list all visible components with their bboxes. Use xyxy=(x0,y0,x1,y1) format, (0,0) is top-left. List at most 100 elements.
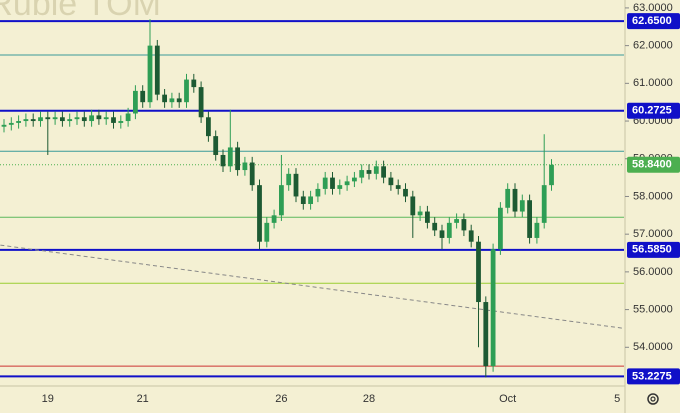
candle-body xyxy=(395,185,401,189)
x-tick-label: 28 xyxy=(363,393,375,405)
candle-body xyxy=(366,170,372,174)
price-label-bg xyxy=(627,13,680,30)
candle-body xyxy=(315,188,321,197)
candle-body xyxy=(133,90,138,114)
candle-body xyxy=(534,222,540,238)
candle-body xyxy=(74,117,80,120)
candle-body xyxy=(286,173,292,186)
price-label-bg xyxy=(627,368,680,385)
candle-body xyxy=(220,154,226,167)
x-tick-label: 26 xyxy=(275,393,287,405)
candle-body xyxy=(169,98,175,103)
candle-body xyxy=(527,200,532,238)
candle-body xyxy=(103,117,109,120)
candle-body xyxy=(30,119,36,122)
price-label: 62.6500 xyxy=(632,15,672,27)
x-tick-label: 5 xyxy=(614,393,620,405)
x-tick-label: 19 xyxy=(42,393,54,405)
candle-body xyxy=(257,185,262,242)
candle-body xyxy=(198,87,204,118)
candle-body xyxy=(461,219,467,231)
candle-body xyxy=(373,166,379,174)
candle-body xyxy=(227,147,233,167)
y-tick-label: 63.0000 xyxy=(633,2,673,14)
candle-body xyxy=(213,136,219,155)
candle-body xyxy=(23,119,29,122)
candle-body xyxy=(184,79,189,103)
candle-body xyxy=(242,162,248,171)
candle-body xyxy=(96,115,102,120)
candle-body xyxy=(38,117,43,122)
price-label: 58.8400 xyxy=(632,159,672,171)
candle-body xyxy=(359,170,365,178)
settings-icon[interactable] xyxy=(647,393,659,405)
candle-body xyxy=(352,177,357,182)
candle-body xyxy=(162,94,167,103)
y-tick-label: 61.0000 xyxy=(633,77,673,89)
candle-body xyxy=(89,115,94,122)
y-tick-label: 62.0000 xyxy=(633,40,673,52)
x-tick-label: 21 xyxy=(137,393,149,405)
candle-body xyxy=(425,211,430,223)
price-label: 56.5850 xyxy=(632,244,672,256)
candle-body xyxy=(483,302,489,367)
price-label: 60.2725 xyxy=(632,105,672,117)
candle-body xyxy=(454,219,459,223)
candle-body xyxy=(476,241,481,303)
candle-body xyxy=(403,188,408,197)
candle-body xyxy=(206,117,211,137)
candle-body xyxy=(512,188,518,212)
candle-body xyxy=(111,117,116,123)
price-label: 53.2275 xyxy=(632,370,672,382)
candle-body xyxy=(8,122,14,125)
candle-body xyxy=(498,207,503,250)
candle-body xyxy=(67,119,73,122)
candle-body xyxy=(176,98,182,103)
candle-body xyxy=(322,177,328,189)
candle-body xyxy=(125,113,131,122)
candle-body xyxy=(140,90,146,103)
candle-body xyxy=(1,124,7,127)
candle-body xyxy=(519,200,525,212)
y-tick-label: 55.0000 xyxy=(633,303,673,315)
candle-body xyxy=(505,188,511,208)
candle-body xyxy=(410,196,416,216)
candle-body xyxy=(417,211,423,216)
price-label-bg xyxy=(627,156,680,173)
candle-body xyxy=(330,177,335,189)
candle-body xyxy=(60,117,65,122)
price-label-bg xyxy=(627,241,680,258)
y-tick-label: 58.0000 xyxy=(633,190,673,202)
candle-body xyxy=(439,230,445,238)
watermark: n Ruble TOM xyxy=(0,0,161,23)
candle-body xyxy=(191,79,197,88)
y-tick-label: 56.0000 xyxy=(633,266,673,278)
y-tick-label: 57.0000 xyxy=(633,228,673,240)
candle-body xyxy=(118,121,124,123)
candle-body xyxy=(432,222,438,231)
candle-body xyxy=(293,173,299,197)
x-tick-label: Oct xyxy=(499,393,516,405)
candle-body xyxy=(468,230,474,242)
candle-body xyxy=(308,196,313,205)
candle-body xyxy=(235,147,240,171)
candle-body xyxy=(52,117,58,120)
candle-body xyxy=(300,196,306,205)
candle-body xyxy=(154,45,160,95)
candle-body xyxy=(344,181,350,186)
candle-body xyxy=(147,45,153,103)
candle-body xyxy=(264,222,270,242)
y-tick-label: 54.0000 xyxy=(633,341,673,353)
candle-body xyxy=(271,215,277,223)
candle-body xyxy=(279,185,284,216)
price-label-bg xyxy=(627,102,680,119)
candle-body xyxy=(16,121,21,123)
candle-body xyxy=(541,185,547,223)
candle-body xyxy=(81,117,87,122)
candle-body xyxy=(446,222,452,238)
candle-body xyxy=(549,164,554,186)
candle-body xyxy=(337,185,343,189)
candle-body xyxy=(249,162,255,186)
